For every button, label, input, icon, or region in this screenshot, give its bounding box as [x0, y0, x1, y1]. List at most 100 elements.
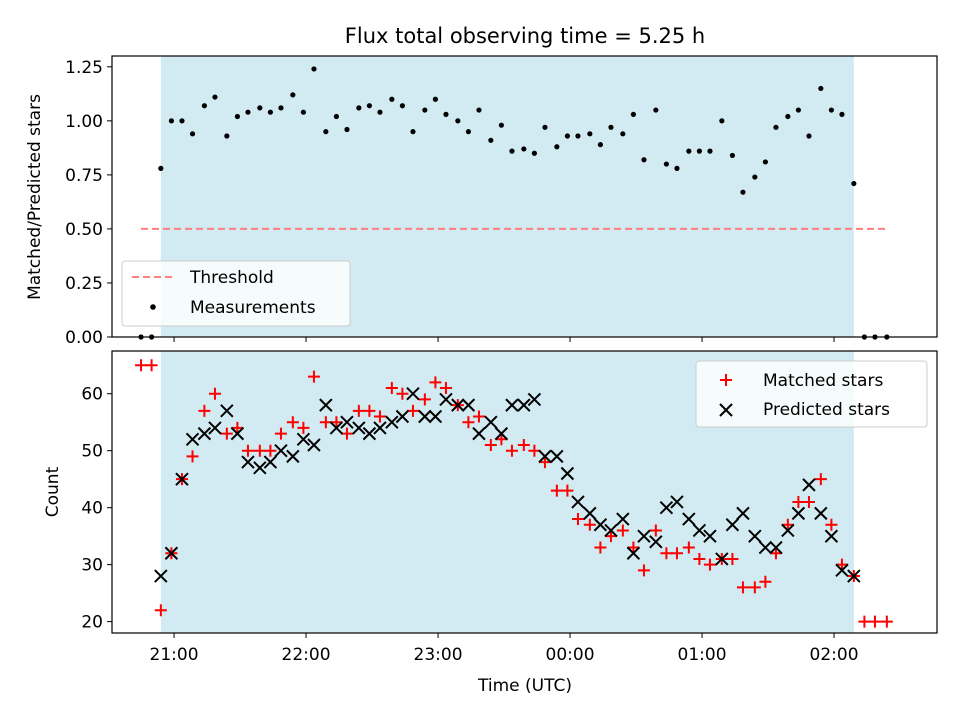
predicted-star-point [154, 569, 168, 583]
y-tick-label: 0.00 [65, 328, 103, 348]
measurement-point [498, 122, 504, 128]
predicted-star-point [703, 529, 717, 543]
measurement-point [608, 124, 614, 130]
measurement-point [399, 103, 405, 109]
matched-star-point [880, 615, 893, 628]
measurement-point [773, 124, 779, 130]
matched-star-point [439, 382, 452, 395]
matched-star-point [241, 444, 254, 457]
measurement-point [564, 133, 571, 139]
matched-star-point [538, 456, 551, 469]
measurement-point [630, 111, 637, 117]
measurement-point [752, 174, 758, 180]
matched-star-point [726, 552, 739, 565]
matched-star-point [627, 541, 640, 554]
measurement-point [762, 159, 769, 165]
y-axis-label-count: Count [43, 466, 63, 517]
matched-star-point [814, 473, 827, 486]
matched-star-point [462, 416, 475, 429]
matched-star-point [858, 615, 871, 628]
y-tick-label: 0.25 [65, 274, 103, 294]
measurement-point [828, 107, 835, 113]
measurement-point [476, 107, 482, 113]
predicted-star-point [319, 398, 333, 412]
measurement-point [410, 129, 416, 135]
predicted-star-point [197, 426, 212, 441]
matched-star-point [517, 439, 530, 451]
threshold-legend-label: Threshold [189, 268, 274, 288]
matched-star-point [264, 444, 277, 457]
measurement-point [509, 148, 515, 154]
y-tick-label: 0.75 [65, 166, 103, 186]
predicted-stars-legend-label: Predicted stars [763, 400, 890, 420]
predicted-star-point [352, 421, 366, 435]
measurement-point [686, 148, 692, 154]
y-tick-label: 60 [81, 385, 103, 405]
predicted-star-point [461, 398, 476, 412]
predicted-star-point [494, 426, 509, 441]
measurement-point [587, 131, 593, 137]
predicted-star-point [385, 415, 399, 429]
x-tick-label: 01:00 [678, 645, 727, 665]
x-tick-label: 00:00 [546, 645, 595, 665]
measurement-point [531, 150, 538, 156]
matched-star-point [792, 495, 805, 508]
predicted-star-point [649, 535, 663, 549]
predicted-star-point [847, 569, 861, 583]
predicted-star-point [736, 506, 750, 521]
top-x-axis [173, 337, 835, 342]
bottom-legend: Matched stars Predicted stars [695, 360, 928, 428]
y-tick-label: 30 [81, 556, 103, 576]
x-tick-label: 21:00 [150, 645, 199, 665]
measurement-point [201, 103, 207, 109]
predicted-star-point [791, 506, 806, 521]
predicted-star-point [781, 523, 795, 538]
matched-star-point [396, 387, 409, 400]
predicted-star-point [814, 506, 828, 521]
predicted-star-point [583, 506, 597, 521]
measurement-point [575, 133, 581, 139]
measurement-points [138, 66, 890, 340]
predicted-star-point [538, 449, 552, 464]
predicted-star-point [373, 421, 387, 435]
predicted-star-point [692, 523, 707, 538]
predicted-star-point [230, 426, 245, 441]
predicted-star-point [637, 529, 651, 543]
matched-star-point [505, 444, 518, 457]
matched-star-point [693, 552, 706, 565]
predicted-star-point [484, 415, 498, 429]
predicted-star-point [517, 398, 531, 412]
matched-star-point [682, 541, 695, 554]
y-tick-label: 40 [81, 499, 103, 519]
matched-star-point [330, 416, 343, 429]
measurement-point [521, 146, 527, 152]
measurement-point [377, 109, 383, 115]
matched-star-point [781, 518, 794, 531]
matched-star-point [385, 382, 398, 395]
measurement-point [696, 148, 703, 154]
matched-star-point [319, 416, 332, 429]
matched-star-point [736, 581, 749, 594]
matched-star-point [528, 444, 541, 457]
predicted-star-point [560, 466, 575, 481]
predicted-star-point [428, 409, 443, 424]
measurement-point [189, 131, 196, 137]
predicted-star-point [715, 552, 729, 566]
predicted-star-point [682, 512, 696, 526]
measurement-point [234, 113, 240, 120]
predicted-star-point [472, 426, 486, 441]
matched-star-point [583, 518, 596, 531]
measurement-point [663, 161, 670, 167]
predicted-star-point [175, 472, 189, 486]
measurement-point [806, 133, 812, 139]
x-tick-label: 22:00 [282, 645, 331, 665]
predicted-star-point [329, 421, 344, 435]
measurement-point [356, 105, 362, 111]
measurement-point [851, 180, 857, 187]
measurement-point [597, 142, 604, 148]
bottom-x-axis: 21:00 22:00 23:00 00:00 01:00 02:00 [150, 633, 859, 665]
top-y-axis-label: Matched/Predicted stars [25, 94, 45, 300]
matched-star-point [637, 564, 650, 577]
measurement-point [179, 118, 185, 124]
predicted-star-point [253, 461, 267, 475]
